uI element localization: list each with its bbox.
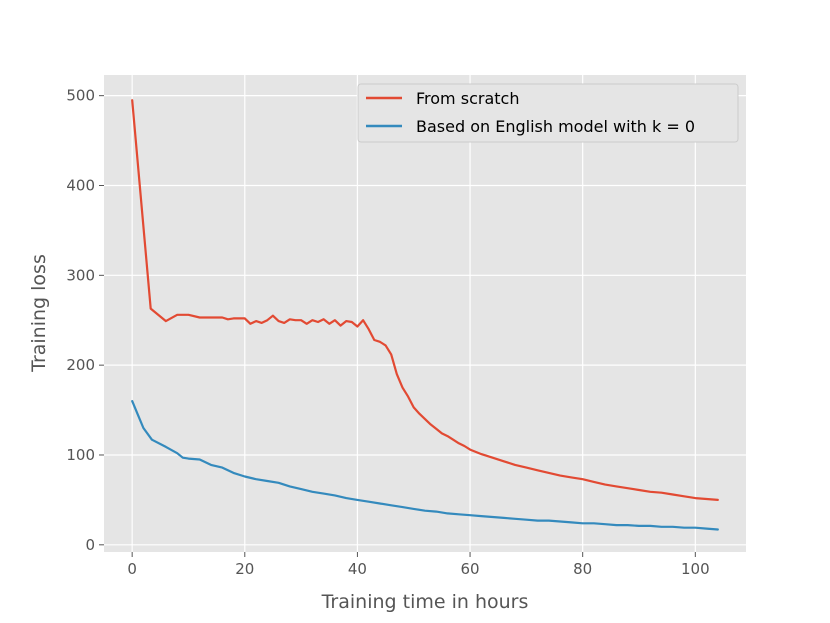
- legend-box: [357, 83, 739, 143]
- y-axis-title: Training loss: [28, 254, 50, 373]
- y-tick-label: 0: [85, 536, 95, 554]
- plot-background: [104, 75, 746, 552]
- legend-label-english-model: Based on English model with k = 0: [416, 117, 695, 136]
- y-tick-label: 500: [66, 87, 95, 105]
- y-tick-label: 200: [66, 356, 95, 374]
- x-tick-label: 20: [235, 560, 254, 578]
- x-tick-label: 80: [573, 560, 592, 578]
- series-group: [131, 99, 719, 531]
- y-tick-label: 100: [66, 446, 95, 464]
- x-axis: 0 20 40 60 80 100: [127, 552, 710, 578]
- grid: [104, 75, 746, 552]
- x-axis-title: Training time in hours: [321, 591, 529, 613]
- series-line-from-scratch: [131, 99, 719, 501]
- legend: From scratch Based on English model with…: [357, 83, 739, 143]
- y-tick-label: 300: [66, 266, 95, 284]
- series-line-english-model: [131, 400, 719, 531]
- x-tick-label: 0: [127, 560, 137, 578]
- x-tick-label: 40: [348, 560, 367, 578]
- y-tick-label: 400: [66, 176, 95, 194]
- x-tick-label: 100: [681, 560, 710, 578]
- legend-label-from-scratch: From scratch: [416, 89, 519, 108]
- x-tick-label: 60: [461, 560, 480, 578]
- y-axis: 0 100 200 300 400 500: [66, 87, 104, 554]
